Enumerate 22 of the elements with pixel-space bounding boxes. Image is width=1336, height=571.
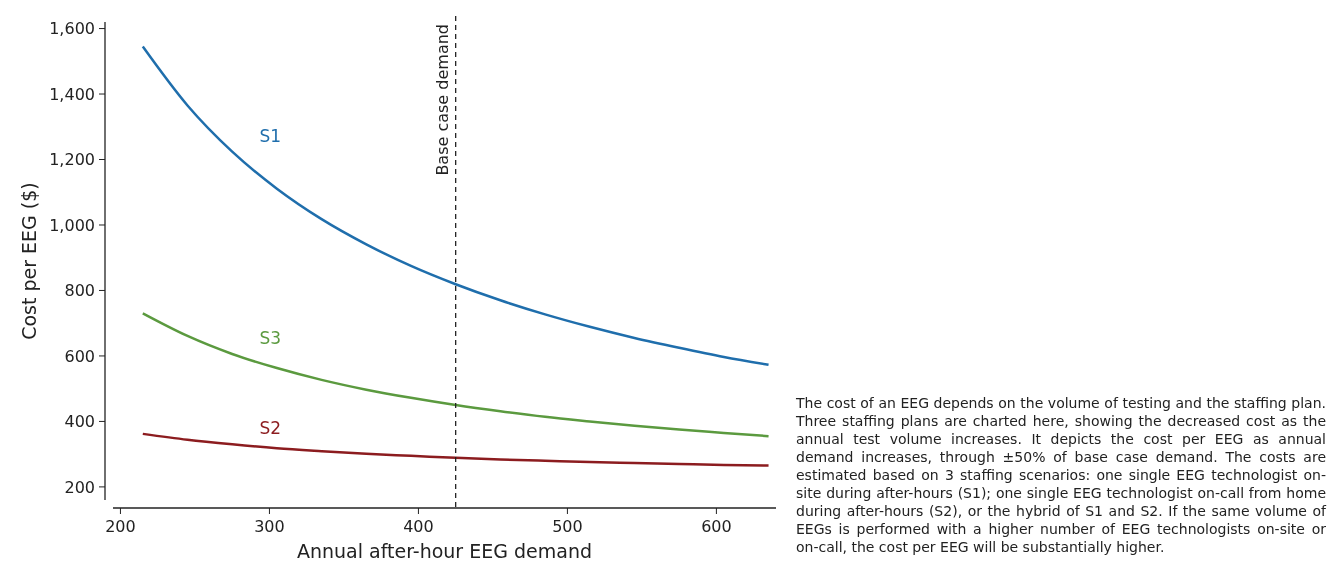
x-tick-label: 200 (105, 517, 136, 536)
x-tick-label: 500 (552, 517, 583, 536)
ref-line-label: Base case demand (432, 24, 452, 176)
y-tick-label: 800 (64, 281, 95, 301)
y-axis-title: Cost per EEG ($) (18, 182, 40, 340)
y-tick-label: 1,400 (49, 84, 95, 104)
y-tick-label: 1,600 (49, 19, 95, 39)
series-label: S1 (259, 125, 281, 146)
y-tick-label: 600 (64, 346, 95, 366)
y-tick-label: 200 (64, 477, 95, 497)
x-tick-label: 600 (701, 517, 732, 536)
y-tick-label: 400 (64, 412, 95, 432)
y-tick-label: 1,200 (49, 150, 95, 170)
series-label: S2 (259, 418, 281, 439)
line-series (141, 432, 770, 467)
text: The cost of an EEG depends on the volume of testing and the staffing plan. Three staffing plans are charted here, showing the decreased cost as the annual test volume increases. It depicts the cost per EEG as annual demand increases, through ±50% of base case demand. The costs are estimated based on 3 staffing scenarios: one single EEG technologist on-site during after-hours (S1); one single EEG technologist on-call from home during after-hours (S2), or the hybrid of S1 and S2. If the same volume of EEGs is performed with a higher number of EEG technologists on-site or on-call, the cost per EEG will be substantially higher. (796, 395, 1326, 555)
y-tick-label: 1,000 (49, 215, 95, 235)
series-label: S3 (259, 327, 281, 348)
line-series (141, 312, 770, 438)
x-axis-title: Annual after-hour EEG demand (296, 540, 593, 562)
x-tick-label: 400 (403, 517, 434, 536)
x-tick-label: 300 (254, 517, 285, 536)
